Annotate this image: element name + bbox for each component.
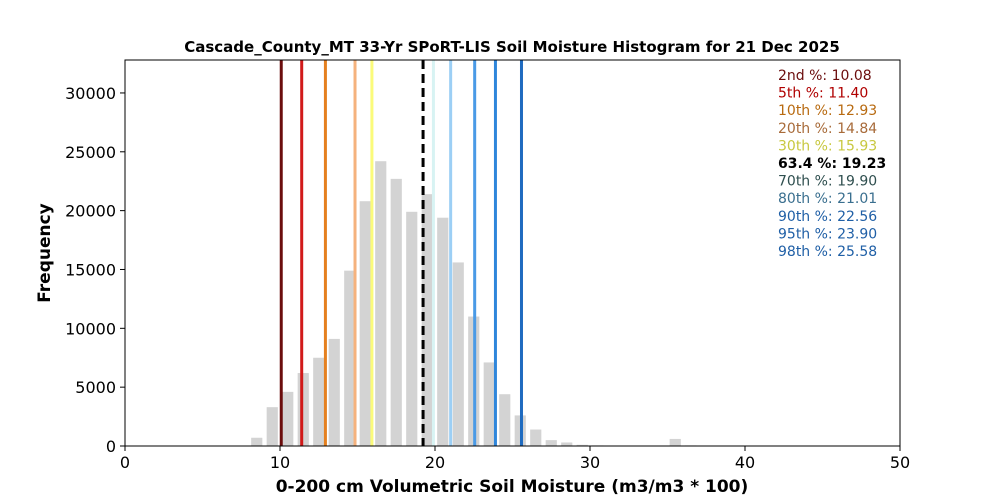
histogram-bar	[344, 270, 356, 446]
histogram-bar	[313, 357, 325, 446]
histogram-bar	[251, 437, 263, 446]
bars-layer	[251, 161, 697, 447]
histogram-bar	[499, 394, 511, 446]
histogram-bar	[483, 362, 495, 446]
y-tick-label: 0	[106, 437, 116, 456]
histogram-bar	[669, 438, 681, 446]
histogram-bar	[375, 161, 387, 446]
legend-entry: 80th %: 21.01	[778, 191, 877, 207]
chart-title: Cascade_County_MT 33-Yr SPoRT-LIS Soil M…	[184, 38, 840, 56]
plot-frame	[124, 59, 901, 447]
histogram-bar	[452, 262, 464, 446]
histogram-bar	[406, 211, 418, 446]
histogram-bar	[266, 407, 278, 446]
histogram-bar	[359, 201, 371, 446]
y-axis-ticks: 0 5000 10000 15000 20000 25000 30000	[65, 84, 125, 456]
y-tick-label: 10000	[65, 319, 116, 338]
x-tick-label: 30	[580, 453, 600, 472]
legend-entry: 90th %: 22.56	[778, 209, 877, 225]
y-tick-label: 5000	[75, 378, 116, 397]
histogram-bar	[530, 429, 542, 446]
legend-entry: 10th %: 12.93	[778, 103, 877, 119]
x-tick-label: 40	[735, 453, 755, 472]
x-tick-label: 50	[890, 453, 910, 472]
x-axis-label: 0-200 cm Volumetric Soil Moisture (m3/m3…	[276, 477, 749, 497]
histogram-bar	[328, 338, 340, 446]
legend-entry: 20th %: 14.84	[778, 121, 877, 137]
histogram-bar	[561, 442, 573, 446]
y-tick-label: 20000	[65, 202, 116, 221]
legend-entry: 70th %: 19.90	[778, 174, 877, 190]
x-tick-label: 20	[425, 453, 445, 472]
x-tick-label: 10	[270, 453, 290, 472]
histogram-bar	[545, 440, 557, 446]
x-tick-label: 0	[120, 453, 130, 472]
histogram-bar	[437, 217, 449, 446]
legend-entry: 95th %: 23.90	[778, 226, 877, 242]
y-tick-label: 15000	[65, 260, 116, 279]
y-tick-label: 30000	[65, 84, 116, 103]
x-axis-ticks: 0 10 20 30 40 50	[120, 446, 910, 472]
legend-entry: 63.4 %: 19.23	[778, 156, 886, 172]
histogram-bar	[282, 391, 294, 446]
y-tick-label: 25000	[65, 143, 116, 162]
histogram-bar	[576, 444, 588, 446]
histogram-bar	[297, 373, 309, 446]
legend-entry: 5th %: 11.40	[778, 86, 868, 102]
y-axis-label: Frequency	[35, 203, 55, 303]
legend-entry: 2nd %: 10.08	[778, 68, 872, 84]
legend-entry: 98th %: 25.58	[778, 244, 877, 260]
percentile-lines-layer	[279, 60, 523, 446]
legend-entry: 30th %: 15.93	[778, 138, 877, 154]
histogram-bar	[421, 194, 433, 446]
histogram-bar	[390, 178, 402, 447]
